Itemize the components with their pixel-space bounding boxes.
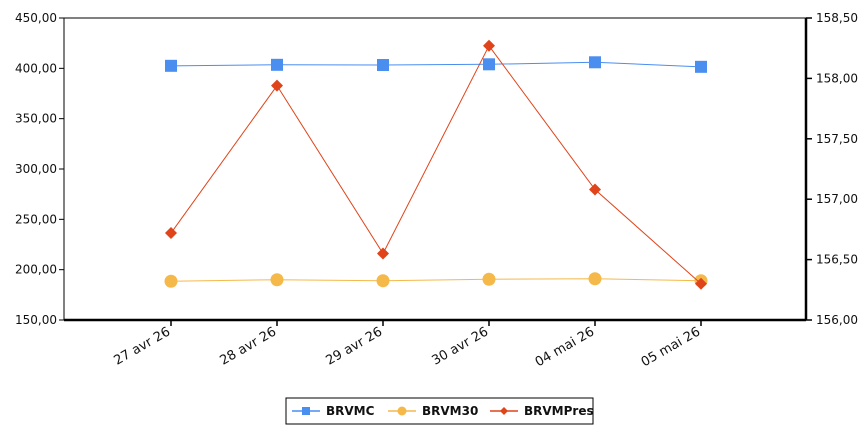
legend-marker [302,407,310,415]
data-point [482,272,496,286]
legend-label: BRVM30 [422,404,478,418]
left-tick-label: 350,00 [15,112,57,126]
data-point [589,183,601,196]
x-tick-label: 29 avr 26 [323,324,385,368]
right-axis-ticks: 158,50 158,00 157,50 157,00 156,50 156,00 [806,11,858,327]
series-brvmpres [165,39,707,290]
x-tick-label: 04 mai 26 [533,324,597,370]
left-tick-label: 250,00 [15,212,57,226]
data-point [377,59,389,72]
data-point [270,273,284,287]
data-point [165,59,177,72]
data-point [589,56,601,69]
series-line [170,61,702,68]
left-tick-label: 200,00 [15,263,57,277]
data-point [271,79,283,92]
series-brvmc [165,56,707,73]
data-point [483,58,495,71]
data-point [271,58,283,71]
legend: BRVMC BRVM30 BRVMPres [285,397,594,425]
right-tick-label: 157,50 [816,132,858,146]
data-point [164,274,178,288]
series-line [170,44,702,285]
left-tick-label: 400,00 [15,61,57,75]
right-tick-label: 158,50 [816,11,858,25]
x-tick-label: 28 avr 26 [217,324,279,368]
series-brvm30 [164,272,708,288]
legend-label: BRVMPres [524,404,594,418]
legend-marker [397,406,407,416]
legend-box [285,397,594,425]
data-point [695,277,707,290]
right-tick-label: 157,00 [816,192,858,206]
x-tick-label: 30 avr 26 [429,324,491,368]
left-tick-label: 300,00 [15,162,57,176]
data-point [588,272,602,286]
right-tick-label: 156,00 [816,313,858,327]
data-point [376,274,390,288]
right-tick-label: 156,50 [816,253,858,267]
series-line [170,278,702,282]
x-tick-label: 27 avr 26 [111,324,173,368]
left-axis-ticks: 450,00 400,00 350,00 300,00 250,00 200,00 150,… [15,11,64,327]
x-axis-ticks: 27 avr 26 28 avr 26 29 avr 26 30 avr 26 04 m… [111,320,703,370]
data-point [695,60,707,73]
legend-item-brvm30: BRVM30 [388,404,478,418]
left-tick-label: 450,00 [15,11,57,25]
data-point [377,247,389,260]
legend-item-brvmpres: BRVMPres [490,404,594,418]
legend-label: BRVMC [326,404,375,418]
series-layer [164,39,708,290]
legend-item-brvmc: BRVMC [292,404,375,418]
data-point [165,227,177,240]
left-tick-label: 150,00 [15,313,57,327]
legend-marker [500,407,508,415]
right-tick-label: 158,00 [816,71,858,85]
data-point [483,39,495,52]
x-tick-label: 05 mai 26 [639,324,703,370]
